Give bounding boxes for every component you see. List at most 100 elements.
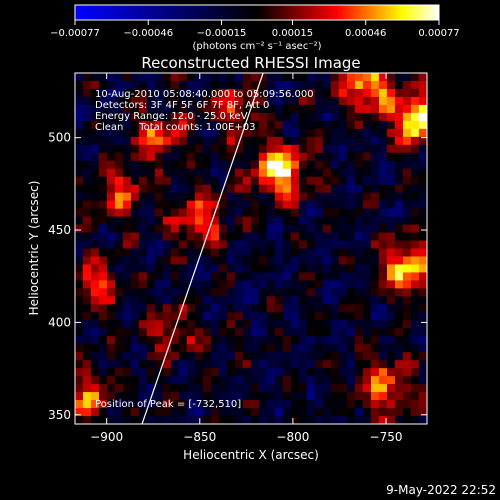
heatmap-cell — [347, 232, 356, 241]
heatmap-cell — [403, 216, 412, 225]
heatmap-cell — [147, 248, 156, 257]
heatmap-cell — [339, 184, 348, 194]
heatmap-cell — [139, 328, 148, 337]
heatmap-cell — [75, 128, 84, 138]
heatmap-cell — [99, 392, 108, 401]
heatmap-cell — [91, 416, 100, 424]
heatmap-cell — [211, 240, 220, 249]
heatmap-cell — [243, 384, 252, 393]
heatmap-cell — [155, 400, 164, 409]
heatmap-cell — [155, 96, 164, 106]
heatmap-cell — [259, 280, 268, 289]
heatmap-cell — [259, 224, 268, 233]
heatmap-cell — [139, 264, 148, 273]
heatmap-cell — [243, 160, 252, 170]
heatmap-cell — [203, 280, 212, 289]
heatmap-cell — [75, 136, 84, 146]
heatmap-cell — [419, 232, 427, 241]
heatmap-cell — [363, 256, 372, 265]
x-tick-label: −800 — [276, 430, 309, 444]
heatmap-cell — [163, 232, 172, 241]
heatmap-cell — [275, 112, 284, 122]
heatmap-cell — [299, 344, 308, 353]
heatmap-cell — [419, 96, 427, 106]
heatmap-cell — [227, 288, 236, 297]
heatmap-cell — [267, 320, 276, 329]
heatmap-cell — [131, 184, 140, 194]
heatmap-cell — [115, 216, 124, 225]
heatmap-cell — [355, 216, 364, 225]
heatmap-cell — [419, 112, 427, 122]
heatmap-cell — [243, 232, 252, 241]
heatmap-cell — [171, 416, 180, 424]
heatmap-cell — [259, 360, 268, 369]
heatmap-cell — [107, 80, 116, 90]
heatmap-cell — [115, 128, 124, 138]
heatmap-cell — [75, 152, 84, 162]
heatmap-cell — [243, 224, 252, 233]
heatmap-cell — [179, 144, 188, 154]
heatmap-cell — [251, 312, 260, 321]
heatmap-cell — [379, 376, 388, 385]
heatmap-cell — [211, 368, 220, 377]
heatmap-cell — [243, 192, 252, 202]
heatmap-cell — [163, 88, 172, 98]
heatmap-cell — [315, 168, 324, 178]
heatmap-cell — [267, 240, 276, 249]
heatmap-cell — [259, 184, 268, 194]
heatmap-cell — [235, 104, 244, 114]
heatmap-cell — [323, 112, 332, 122]
heatmap-cell — [387, 304, 396, 313]
heatmap-cell — [171, 240, 180, 249]
heatmap-cell — [83, 128, 92, 138]
heatmap-cell — [291, 120, 300, 130]
heatmap-cell — [107, 296, 116, 305]
heatmap-cell — [243, 280, 252, 289]
heatmap-cell — [267, 152, 276, 162]
heatmap-cell — [83, 96, 92, 106]
heatmap-cell — [219, 376, 228, 385]
heatmap-cell — [235, 320, 244, 329]
heatmap-cell — [171, 176, 180, 186]
heatmap-cell — [307, 160, 316, 170]
heatmap-cell — [371, 96, 380, 106]
heatmap-cell — [211, 328, 220, 337]
heatmap-cell — [403, 208, 412, 217]
heatmap-cell — [323, 104, 332, 114]
heatmap-cell — [163, 192, 172, 202]
heatmap-cell — [315, 216, 324, 225]
heatmap-cell — [227, 136, 236, 146]
heatmap-cell — [187, 264, 196, 273]
heatmap-cell — [203, 176, 212, 186]
heatmap-cell — [147, 160, 156, 170]
heatmap-cell — [83, 200, 92, 210]
heatmap-cell — [219, 208, 228, 217]
heatmap-cell — [99, 168, 108, 178]
heatmap-cell — [107, 120, 116, 130]
heatmap-cell — [155, 408, 164, 417]
heatmap-cell — [131, 352, 140, 361]
heatmap-cell — [147, 192, 156, 202]
heatmap-cell — [307, 312, 316, 321]
heatmap-cell — [371, 408, 380, 417]
heatmap-cell — [379, 136, 388, 146]
heatmap-cell — [419, 304, 427, 313]
heatmap-cell — [75, 240, 84, 249]
heatmap-cell — [91, 136, 100, 146]
heatmap-cell — [331, 312, 340, 321]
heatmap-cell — [131, 200, 140, 210]
heatmap-cell — [195, 344, 204, 353]
heatmap-cell — [131, 176, 140, 186]
heatmap-cell — [147, 208, 156, 217]
heatmap-cell — [171, 88, 180, 98]
heatmap-cell — [123, 128, 132, 138]
heatmap-cell — [371, 200, 380, 210]
heatmap-cell — [107, 368, 116, 377]
heatmap-cell — [179, 192, 188, 202]
heatmap-cell — [147, 128, 156, 138]
heatmap-cell — [355, 408, 364, 417]
heatmap-cell — [147, 73, 156, 82]
heatmap-cell — [307, 264, 316, 273]
heatmap-cell — [195, 360, 204, 369]
heatmap-cell — [411, 352, 420, 361]
